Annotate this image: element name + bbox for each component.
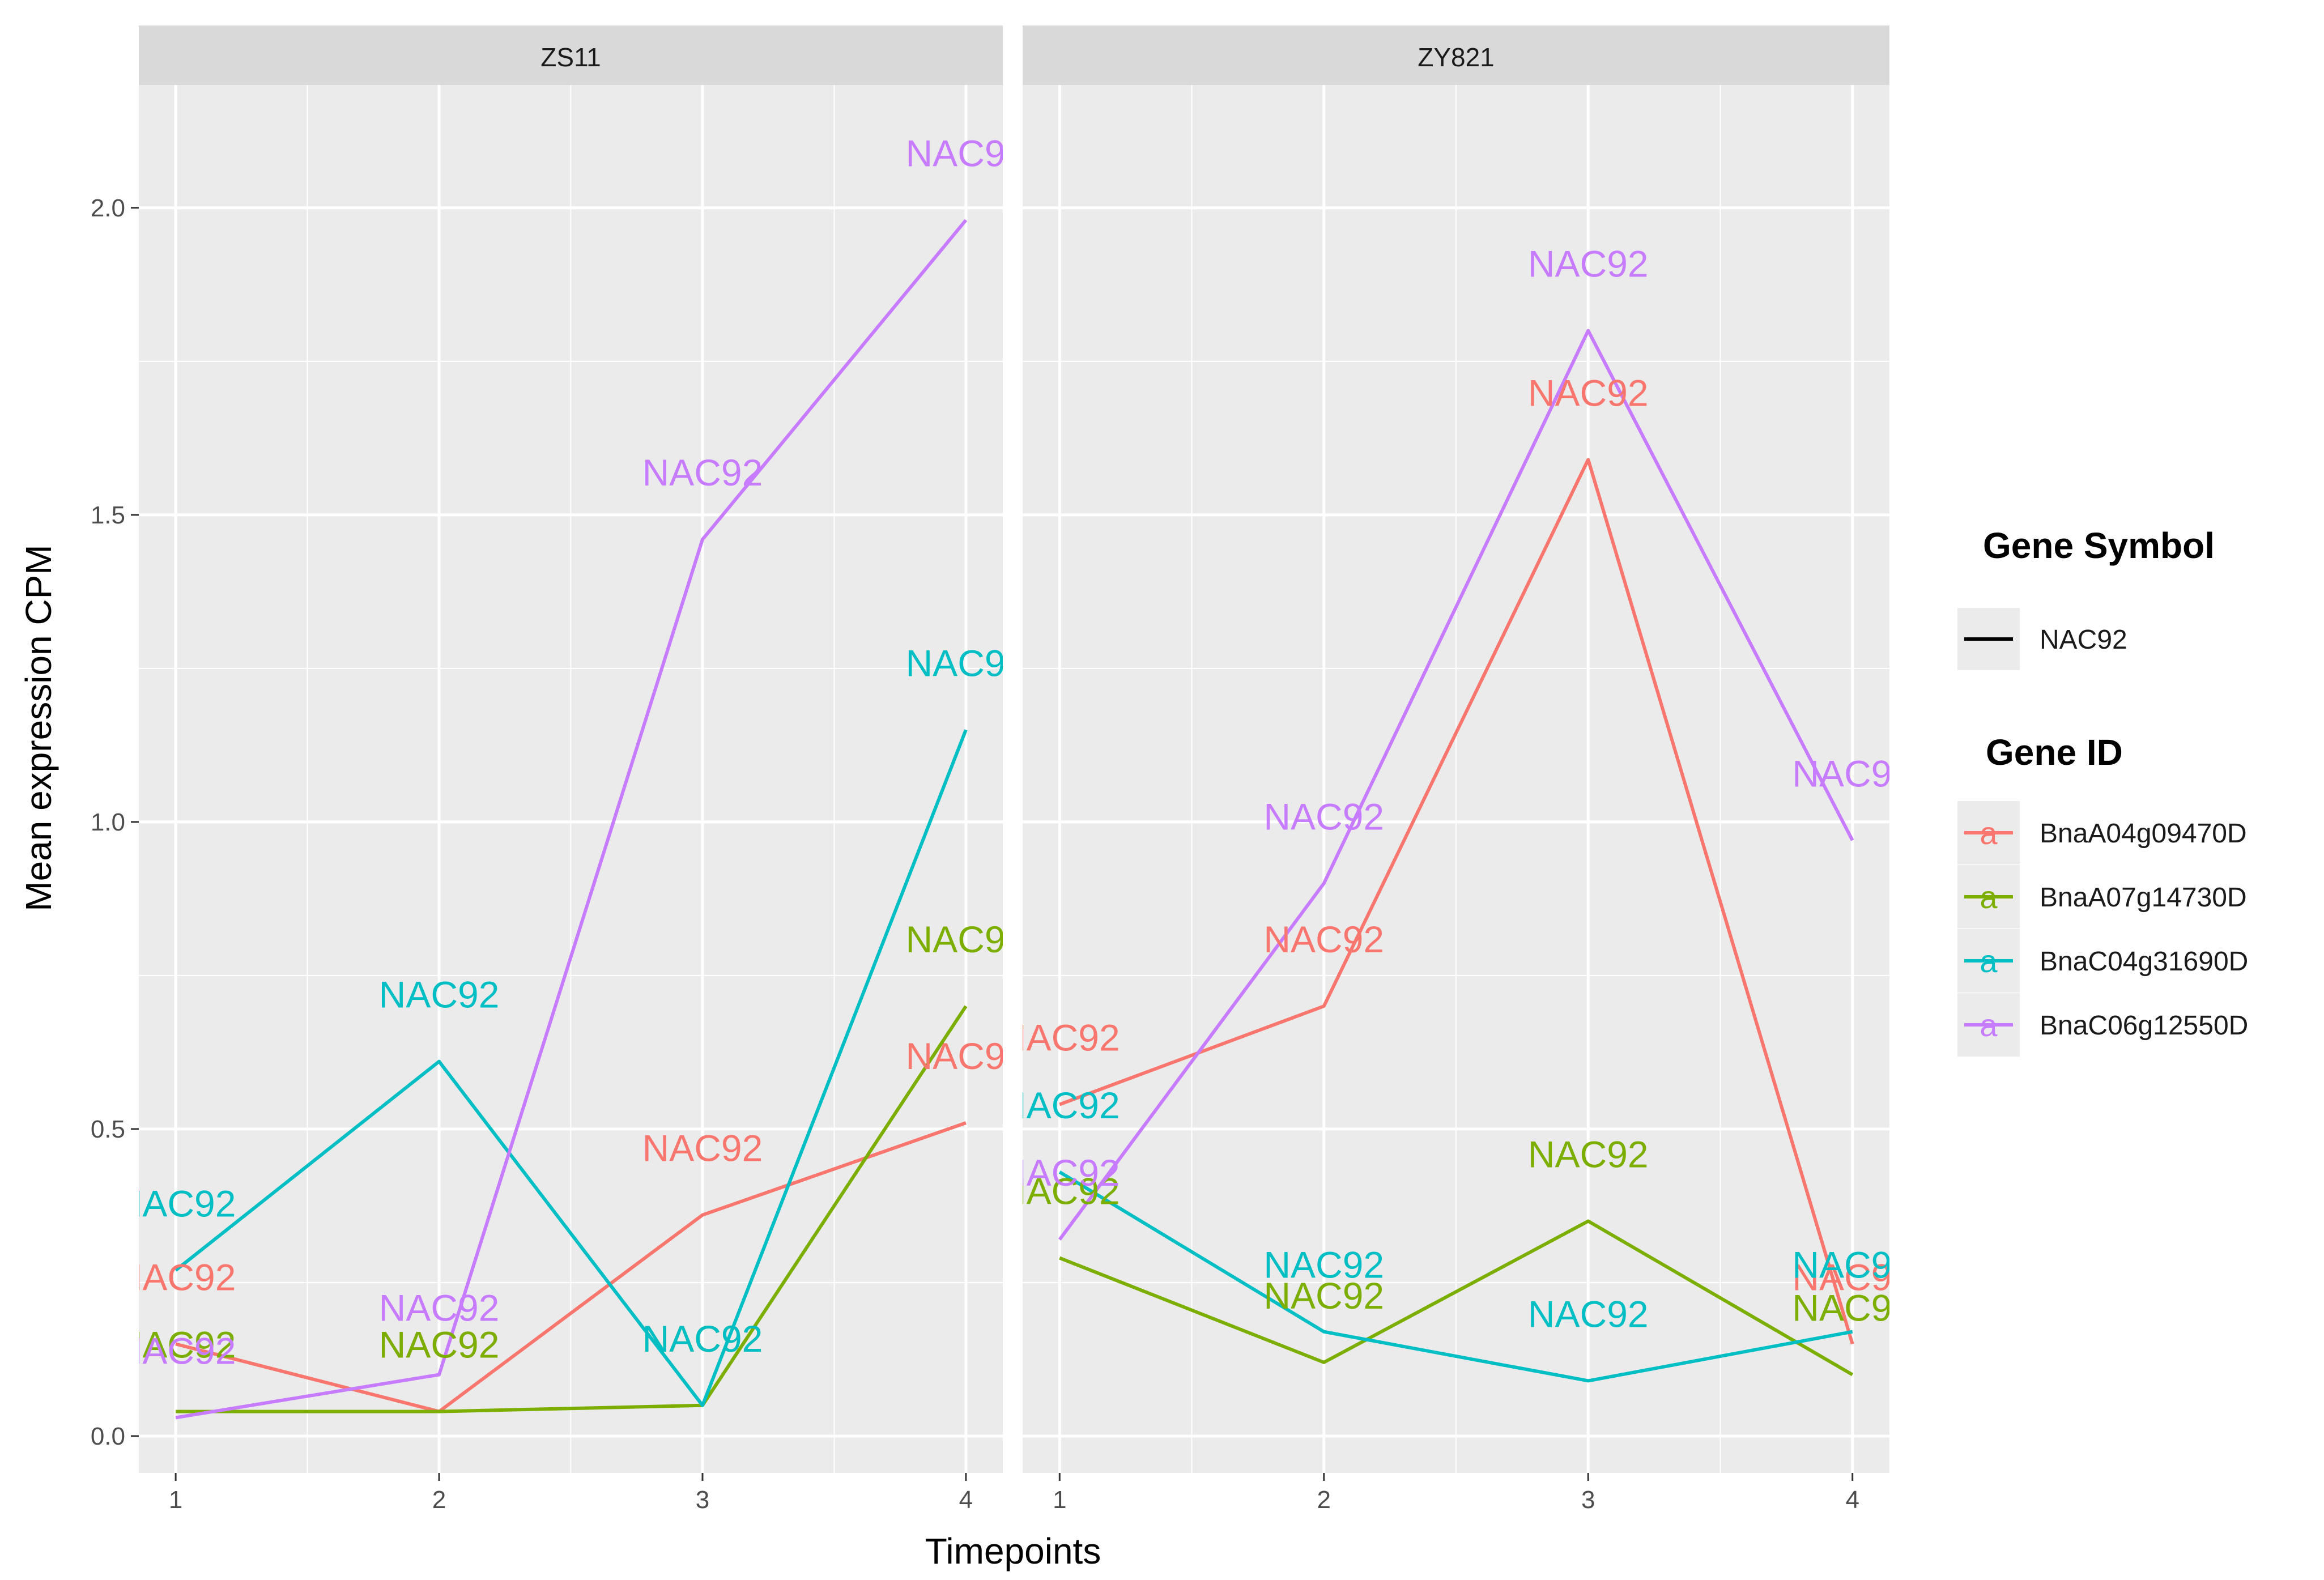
- point-label: NAC92: [1263, 918, 1384, 960]
- series-line-bnac04g31690d: [174, 729, 968, 1407]
- point-label: NAC92: [1792, 752, 1913, 794]
- legend-key-glyph: a: [1980, 1007, 1998, 1043]
- point-label: NAC92: [1528, 1134, 1649, 1176]
- series-line-bnaa07g14730d: [1059, 1219, 1854, 1377]
- point-label: NAC92: [1263, 1275, 1384, 1317]
- point-label: NAC92: [379, 974, 500, 1016]
- point-label: NAC92: [642, 1318, 763, 1360]
- series-line-bnaa04g09470d: [1059, 458, 1854, 1345]
- series-line-bnac06g12550d: [175, 219, 968, 1420]
- facet-strip-label: ZS11: [540, 42, 601, 72]
- point-label: NAC92: [642, 452, 763, 493]
- x-tick-label: 3: [1581, 1486, 1595, 1514]
- facet-strip: [1023, 25, 1889, 85]
- series-line-bnaa07g14730d: [176, 1005, 968, 1413]
- point-label: NAC92: [1528, 243, 1649, 285]
- legend-label: BnaC06g12550D: [2040, 1011, 2248, 1041]
- x-tick-label: 4: [959, 1486, 973, 1514]
- legend: Gene Symbol NAC92 Gene ID a BnaA04g09470D a Bn…: [1957, 525, 2248, 1057]
- point-label: NAC92: [116, 1182, 236, 1224]
- legend-label: NAC92: [2040, 625, 2127, 655]
- y-tick-label: 0.5: [91, 1115, 125, 1143]
- y-tick-label: 0.0: [91, 1423, 125, 1450]
- point-label: NAC92: [116, 1324, 236, 1366]
- series-line-bnaa04g09470d: [175, 1121, 967, 1413]
- legend-title-gene-id: Gene ID: [1986, 732, 2123, 773]
- point-label: NAC92: [906, 918, 1027, 960]
- legend-key-glyph: a: [1980, 879, 1998, 915]
- x-tick-label: 3: [696, 1486, 709, 1514]
- x-tick-label: 1: [169, 1486, 182, 1514]
- point-label: NAC92: [1528, 372, 1649, 414]
- point-label: NAC92: [642, 1127, 763, 1169]
- series-line-bnac06g12550d: [1058, 329, 1854, 1241]
- series-line-bnac04g31690d: [1058, 1170, 1853, 1383]
- y-tick-label: 2.0: [91, 194, 125, 222]
- point-label: NAC92: [999, 1170, 1120, 1212]
- legend-key-glyph: a: [1980, 943, 1998, 979]
- point-label: NAC92: [116, 1256, 236, 1298]
- y-axis-title: Mean expression CPM: [18, 544, 59, 911]
- point-label: NAC92: [1792, 1287, 1913, 1329]
- legend-label: BnaA07g14730D: [2040, 883, 2247, 913]
- y-tick-label: 1.5: [91, 501, 125, 529]
- x-tick-label: 2: [432, 1486, 446, 1514]
- point-label: NAC92: [1792, 1256, 1913, 1298]
- legend-label: BnaA04g09470D: [2040, 819, 2247, 849]
- x-tick-label: 4: [1845, 1486, 1859, 1514]
- facet-strip-label: ZY821: [1418, 42, 1495, 72]
- y-tick-label: 1.0: [91, 808, 125, 836]
- point-label: NAC92: [379, 1324, 500, 1366]
- facet-strip: [139, 25, 1003, 85]
- point-label: NAC92: [906, 1035, 1027, 1077]
- point-label: NAC92: [379, 1324, 500, 1366]
- point-label: NAC92: [1792, 1244, 1913, 1286]
- x-axis-title: Timepoints: [925, 1531, 1101, 1572]
- legend-title-gene-symbol: Gene Symbol: [1983, 525, 2215, 566]
- point-label: NAC92: [999, 1084, 1120, 1126]
- point-label: NAC92: [642, 1318, 763, 1360]
- point-label: NAC92: [116, 1330, 236, 1372]
- point-label: NAC92: [1528, 1293, 1649, 1335]
- point-label: NAC92: [379, 1287, 500, 1329]
- x-tick-label: 1: [1053, 1486, 1066, 1514]
- point-label: NAC92: [1263, 1244, 1384, 1286]
- point-label: NAC92: [999, 1017, 1120, 1059]
- point-label: NAC92: [999, 1152, 1120, 1194]
- point-label: NAC92: [906, 642, 1027, 684]
- x-tick-label: 2: [1317, 1486, 1331, 1514]
- point-label: NAC92: [1263, 795, 1384, 837]
- legend-key-glyph: a: [1980, 815, 1998, 851]
- legend-label: BnaC04g31690D: [2040, 947, 2248, 977]
- point-label: NAC92: [906, 132, 1027, 174]
